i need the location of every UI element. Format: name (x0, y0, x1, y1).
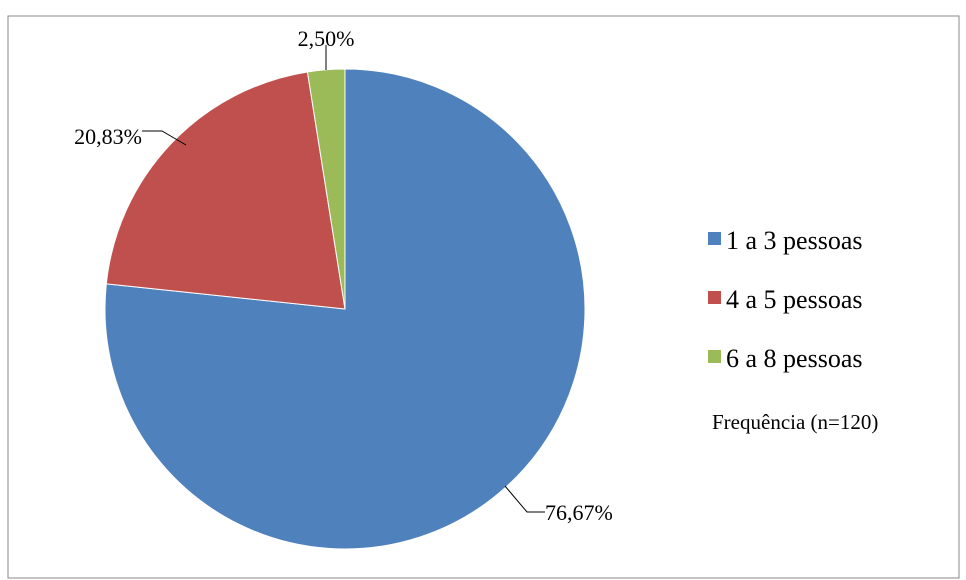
legend-swatch-6-a-8-pessoas (708, 350, 721, 363)
legend-swatch-4-a-5-pessoas (708, 291, 721, 304)
data-label-6-a-8-pessoas: 2,50% (298, 26, 355, 51)
legend-label-1-a-3-pessoas: 1 a 3 pessoas (726, 226, 862, 255)
pie-slices (104, 68, 586, 550)
leader-line-4-a-5-pessoas (142, 130, 187, 146)
legend: 1 a 3 pessoas 4 a 5 pessoas 6 a 8 pessoas (708, 226, 862, 373)
data-label-4-a-5-pessoas: 20,83% (74, 124, 142, 149)
data-label-1-a-3-pessoas: 76,67% (545, 500, 613, 525)
legend-swatch-1-a-3-pessoas (708, 232, 721, 245)
pie-slice-4-a-5-pessoas (105, 71, 346, 310)
legend-label-4-a-5-pessoas: 4 a 5 pessoas (726, 285, 862, 314)
leader-line-1-a-3-pessoas (504, 485, 545, 513)
legend-note: Frequência (n=120) (712, 410, 878, 434)
data-label-leaders (142, 45, 545, 513)
legend-label-6-a-8-pessoas: 6 a 8 pessoas (726, 344, 862, 373)
data-labels: 76,67% 20,83% 2,50% (74, 26, 613, 525)
